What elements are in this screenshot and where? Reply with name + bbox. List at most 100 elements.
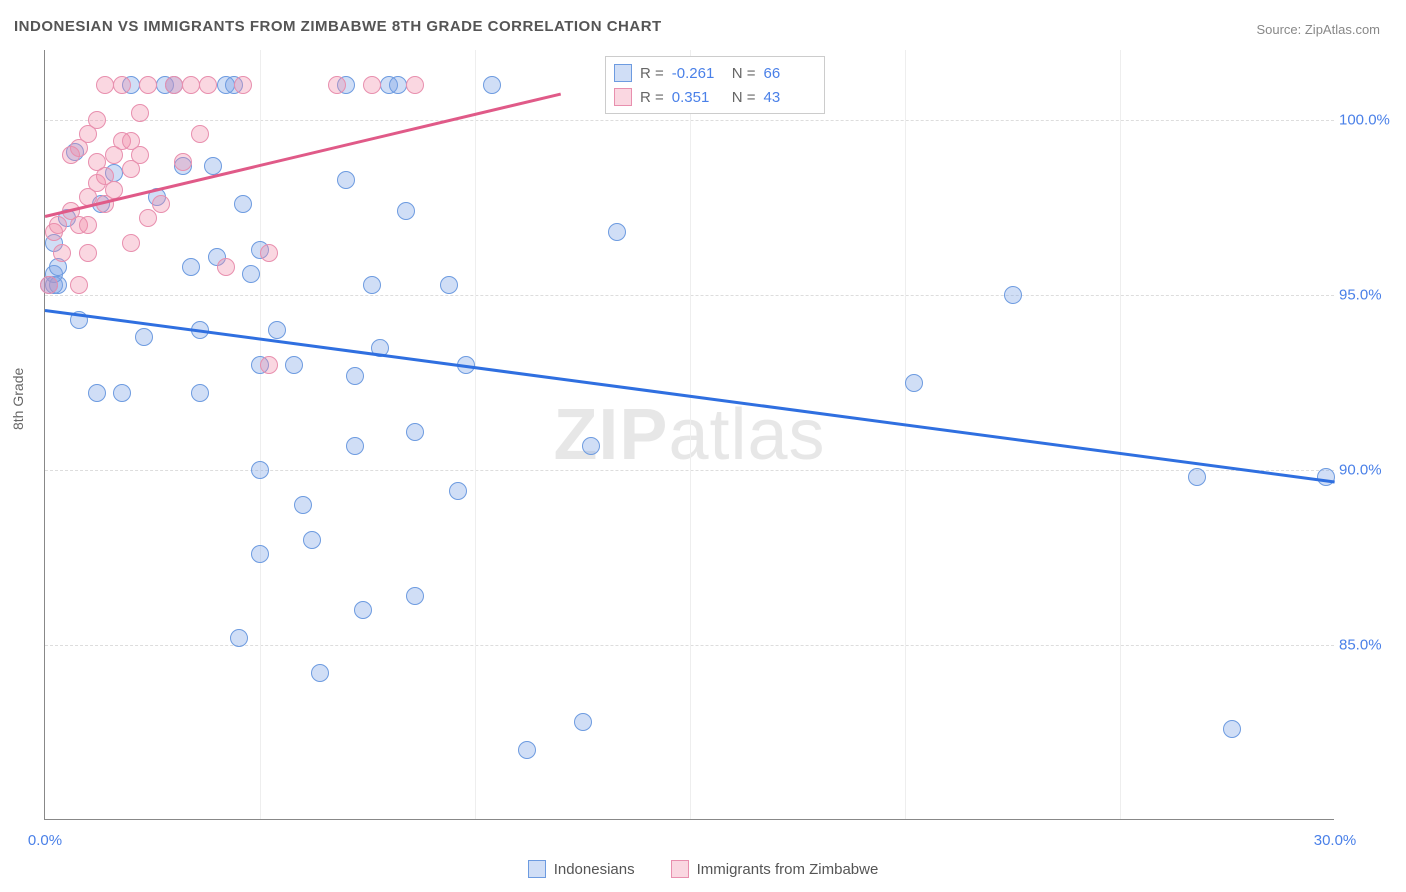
scatter-point [608,223,626,241]
scatter-point [182,258,200,276]
y-tick-label: 100.0% [1339,112,1394,129]
scatter-point [406,76,424,94]
watermark-bold: ZIP [553,395,668,475]
scatter-point [251,461,269,479]
gridline-v [690,50,691,819]
scatter-point [363,76,381,94]
scatter-point [88,111,106,129]
scatter-point [49,216,67,234]
scatter-point [905,374,923,392]
scatter-point [260,356,278,374]
scatter-point [174,153,192,171]
scatter-point [1223,720,1241,738]
scatter-point [234,76,252,94]
scatter-point [79,244,97,262]
scatter-point [165,76,183,94]
y-tick-label: 90.0% [1339,462,1394,479]
scatter-point [346,437,364,455]
scatter-point [389,76,407,94]
scatter-point [582,437,600,455]
scatter-point [311,664,329,682]
scatter-point [139,209,157,227]
scatter-point [1317,468,1335,486]
scatter-point [191,384,209,402]
stat-r-label: R = [640,89,664,106]
scatter-point [96,76,114,94]
scatter-point [285,356,303,374]
stats-row: R = 0.351 N = 43 [614,85,816,109]
stat-n-value: 43 [764,89,816,106]
scatter-point [363,276,381,294]
scatter-point [199,76,217,94]
scatter-point [113,76,131,94]
scatter-point [328,76,346,94]
scatter-point [406,423,424,441]
stat-n-label: N = [732,65,756,82]
scatter-point [483,76,501,94]
scatter-point [303,531,321,549]
scatter-point [440,276,458,294]
scatter-point [191,125,209,143]
chart-title: INDONESIAN VS IMMIGRANTS FROM ZIMBABWE 8… [14,18,662,35]
scatter-point [242,265,260,283]
scatter-point [449,482,467,500]
stat-r-value: -0.261 [672,65,724,82]
scatter-point [40,276,58,294]
scatter-point [1004,286,1022,304]
y-axis-label: 8th Grade [10,368,26,430]
scatter-point [217,258,235,276]
scatter-point [53,244,71,262]
legend-label-zimbabwe: Immigrants from Zimbabwe [697,861,879,878]
scatter-point [113,384,131,402]
watermark-thin: atlas [668,395,825,475]
scatter-point [268,321,286,339]
stat-r-value: 0.351 [672,89,724,106]
scatter-point [131,104,149,122]
scatter-point [251,545,269,563]
bottom-legend: Indonesians Immigrants from Zimbabwe [0,860,1406,878]
x-tick-label: 0.0% [28,832,62,849]
scatter-point [346,367,364,385]
scatter-point [518,741,536,759]
scatter-point [139,76,157,94]
y-tick-label: 85.0% [1339,637,1394,654]
scatter-point [1188,468,1206,486]
scatter-point [135,328,153,346]
legend-label-indonesians: Indonesians [554,861,635,878]
source-attribution: Source: ZipAtlas.com [1256,22,1380,37]
stat-n-value: 66 [764,65,816,82]
scatter-point [260,244,278,262]
legend-swatch-zimbabwe [671,860,689,878]
stats-row: R = -0.261 N = 66 [614,61,816,85]
legend-item-zimbabwe: Immigrants from Zimbabwe [671,860,879,878]
stats-swatch [614,64,632,82]
stat-r-label: R = [640,65,664,82]
y-tick-label: 95.0% [1339,287,1394,304]
scatter-point [88,384,106,402]
scatter-point [354,601,372,619]
scatter-point [182,76,200,94]
stat-n-label: N = [732,89,756,106]
gridline-v [475,50,476,819]
legend-item-indonesians: Indonesians [528,860,635,878]
gridline-v [905,50,906,819]
stats-swatch [614,88,632,106]
scatter-point [204,157,222,175]
x-tick-label: 30.0% [1314,832,1357,849]
scatter-point [574,713,592,731]
stats-legend-box: R = -0.261 N = 66 R = 0.351 N = 43 [605,56,825,114]
scatter-point [122,234,140,252]
scatter-point [406,587,424,605]
scatter-point [294,496,312,514]
legend-swatch-indonesians [528,860,546,878]
scatter-point [230,629,248,647]
scatter-point [397,202,415,220]
scatter-point [337,171,355,189]
scatter-point [152,195,170,213]
scatter-point [131,146,149,164]
scatter-plot-area: ZIPatlas 85.0%90.0%95.0%100.0%0.0%30.0%R… [44,50,1334,820]
gridline-v [1120,50,1121,819]
scatter-point [234,195,252,213]
scatter-point [79,216,97,234]
scatter-point [70,276,88,294]
